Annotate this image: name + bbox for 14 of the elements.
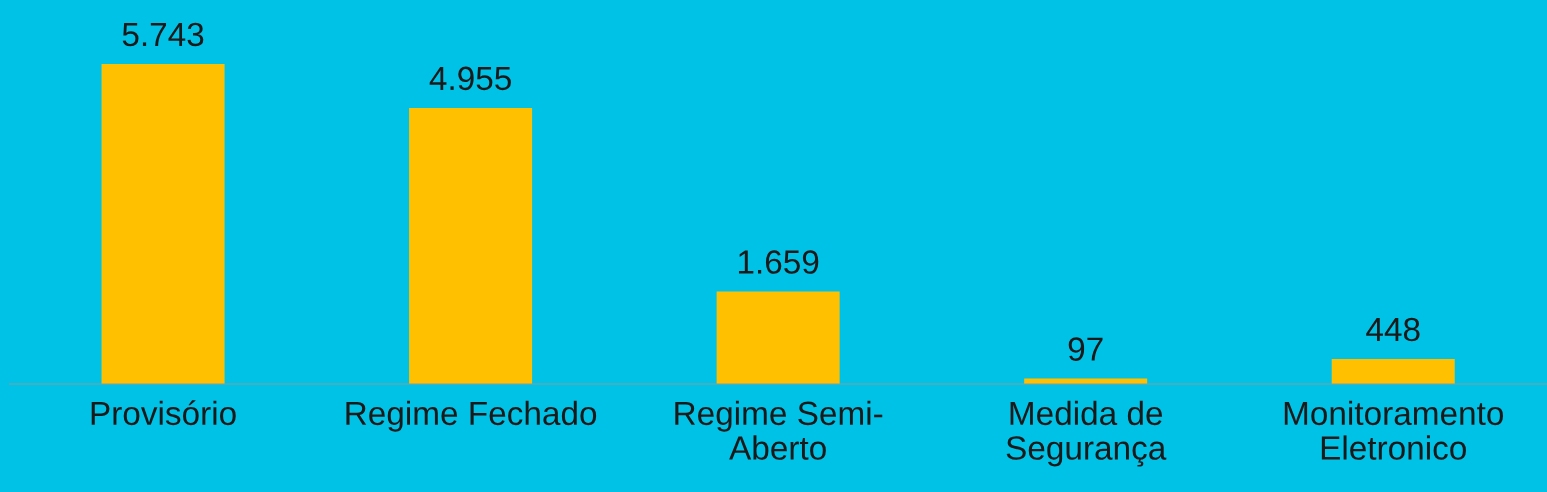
x-tick-label: Medida de Segurança <box>1006 400 1167 467</box>
data-label: 5.743 <box>122 22 204 47</box>
data-label: 97 <box>1068 337 1103 361</box>
x-tick-label: Provisório <box>91 400 236 426</box>
bar <box>409 107 533 384</box>
x-tick-label: Regime Semi- Aberto <box>675 400 883 460</box>
x-tick-label: Monitoramento Eletronico <box>1284 400 1504 460</box>
bar <box>101 64 225 384</box>
bar <box>716 291 840 384</box>
x-tick-label: Regime Fechado <box>346 400 597 432</box>
data-label: 4.955 <box>429 66 511 91</box>
data-label: 448 <box>1366 317 1420 342</box>
bar <box>1331 359 1455 384</box>
data-label: 1.659 <box>738 250 819 274</box>
